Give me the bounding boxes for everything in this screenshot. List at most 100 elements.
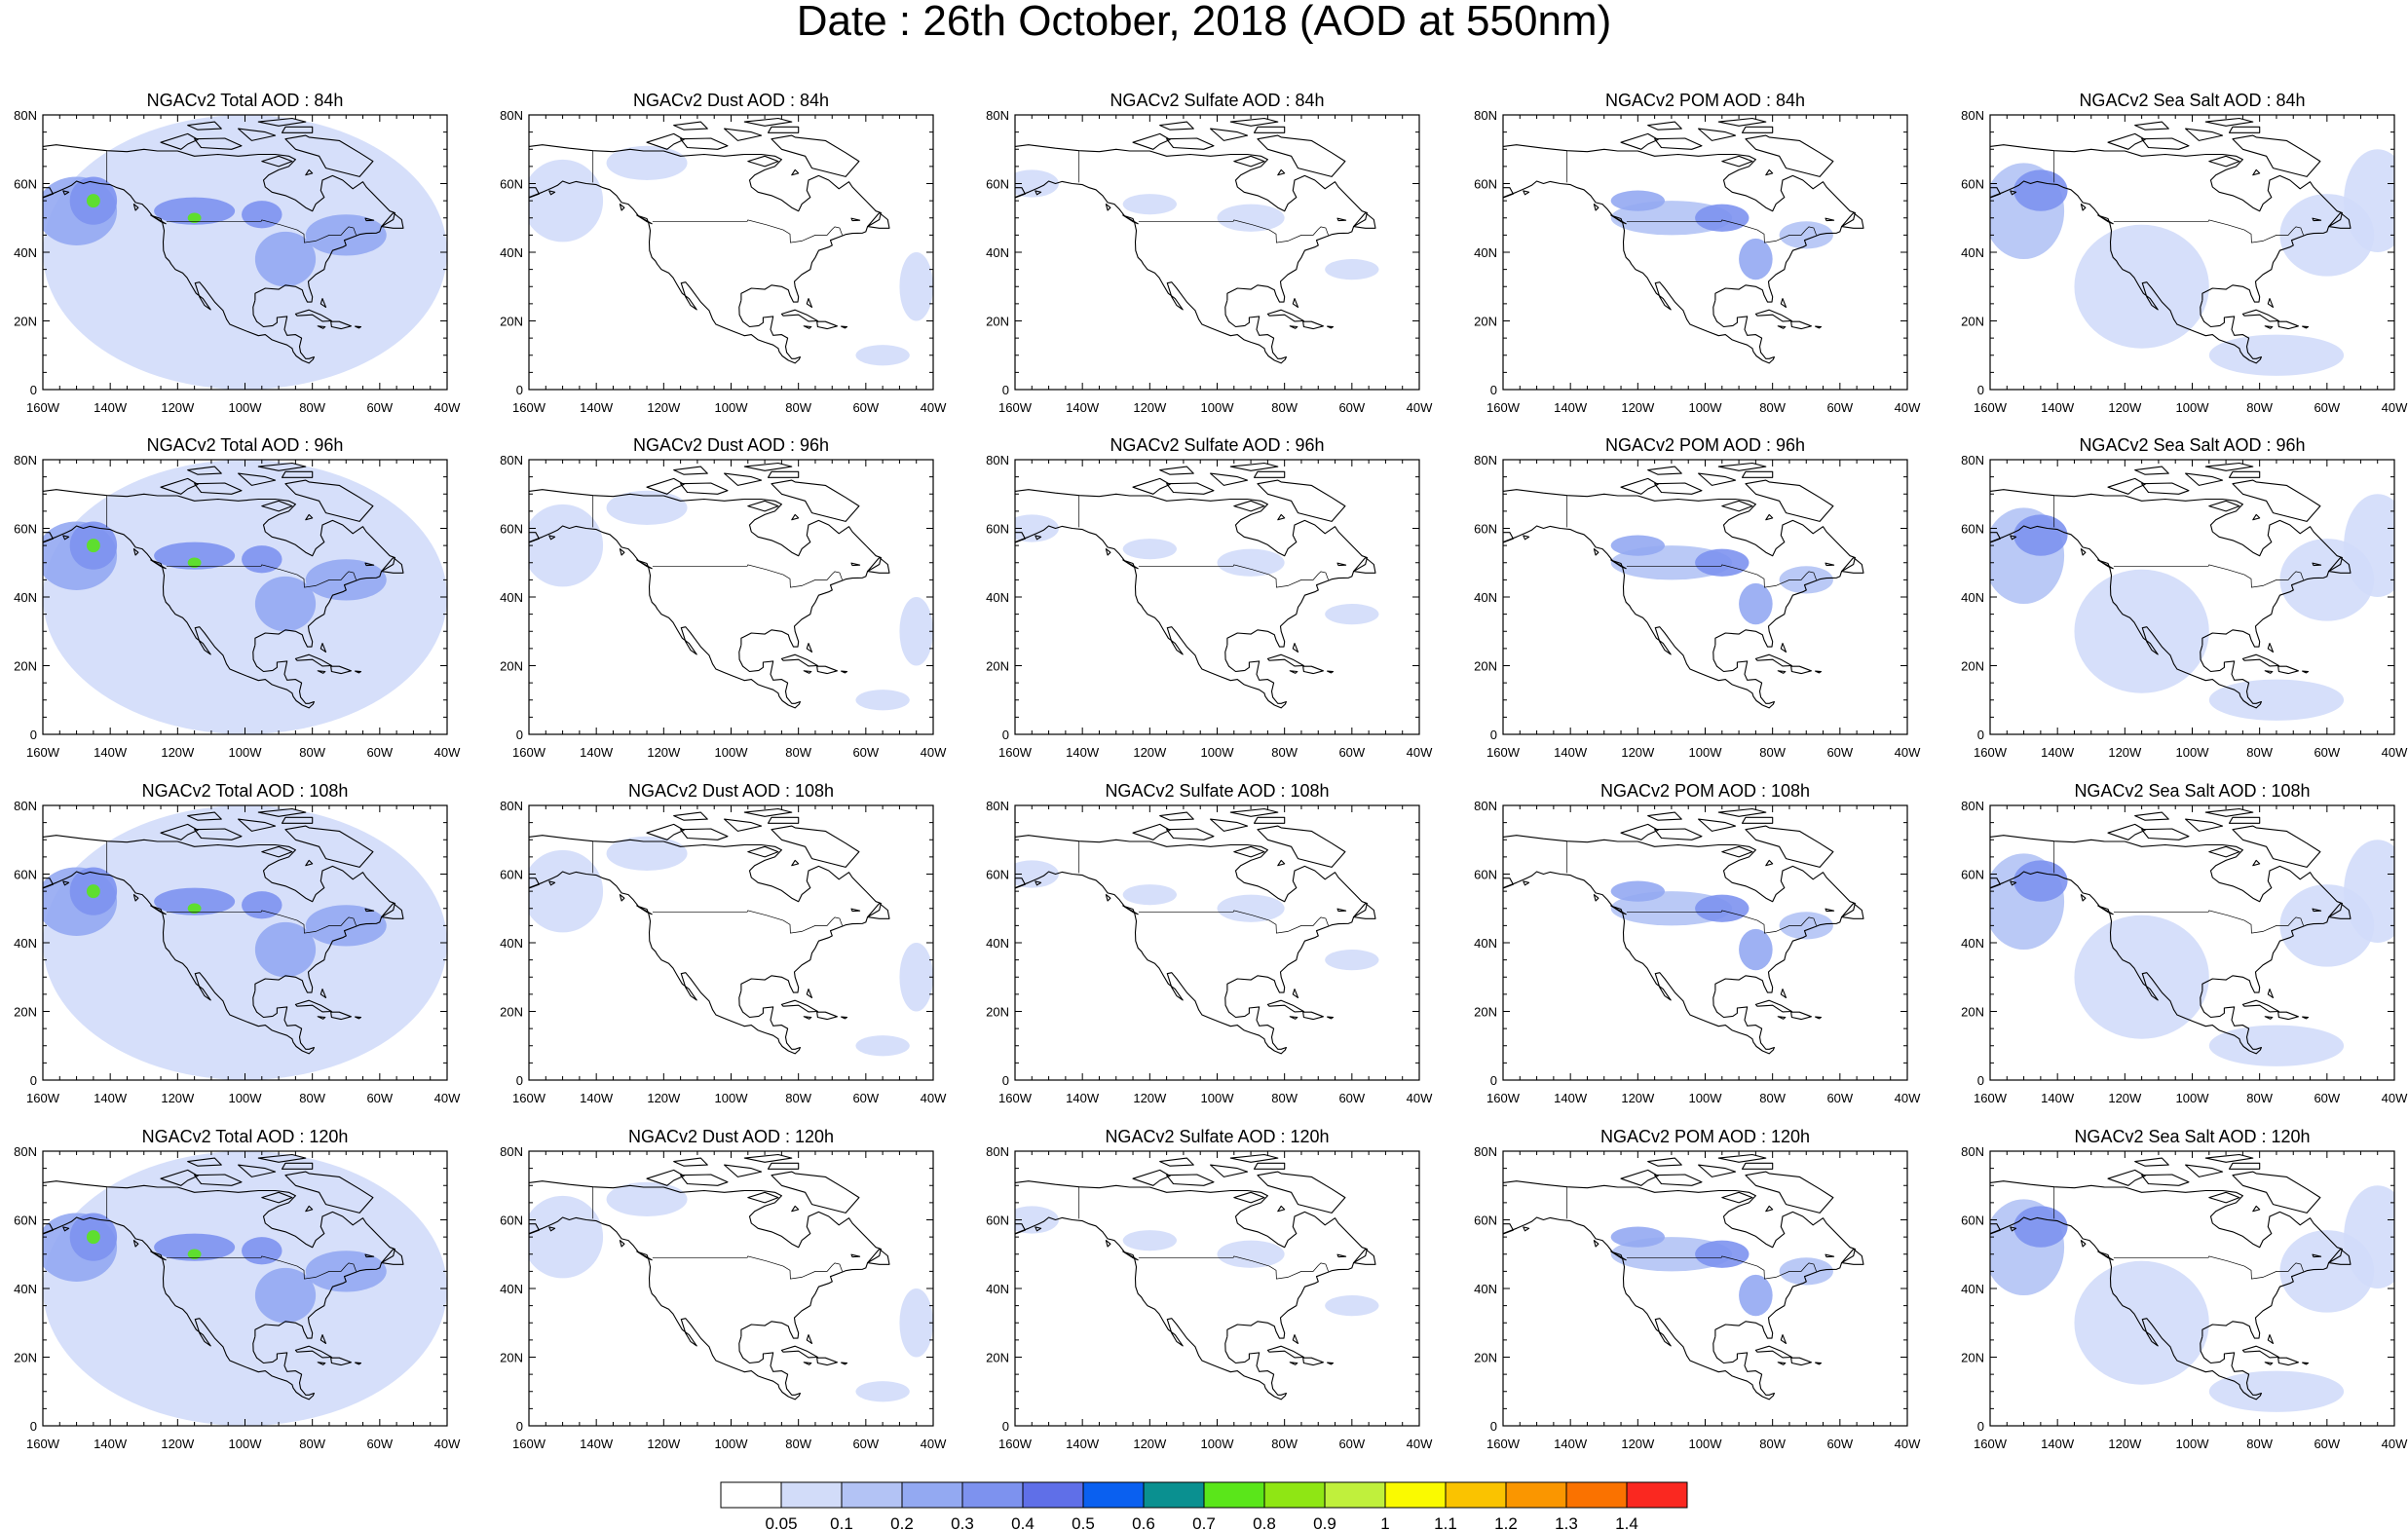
aod-field: [1990, 1151, 2394, 1426]
country-border: [1078, 150, 1329, 243]
lat-tick-label: 80N: [500, 108, 523, 123]
map-plot: 0 20N 40N 60N 80N 160W 140W 120W 100W 80W 60W 40W: [14, 1144, 461, 1451]
lat-tick-label: 20N: [500, 315, 523, 329]
lon-tick-label: 120W: [2108, 1091, 2142, 1105]
aod-field: [529, 805, 933, 1080]
map-plot: 0 20N 40N 60N 80N 160W 140W 120W 100W 80W 60W 40W: [986, 453, 1433, 760]
aod-shading: [1779, 566, 1833, 594]
lat-tick-label: 20N: [1961, 315, 1984, 329]
coastline: [529, 462, 890, 709]
lat-tick-label: 20N: [500, 659, 523, 674]
colorbar-swatch: [720, 1481, 782, 1509]
country-border: [1078, 1186, 1329, 1280]
lon-tick-label: 140W: [94, 1437, 128, 1451]
map-panel: 0 20N 40N 60N 80N 160W 140W 120W 100W 80W 60W 40W NG…: [1947, 432, 2408, 773]
country-border: [106, 150, 357, 243]
lat-tick-label: 0: [1977, 728, 1984, 742]
colorbar-label: 0.2: [890, 1514, 914, 1531]
lon-tick-label: 120W: [1133, 400, 1167, 415]
aod-shading: [2208, 1370, 2345, 1412]
panel-title: NGACv2 Dust AOD : 108h: [627, 781, 835, 801]
panel-title: NGACv2 Sea Salt AOD : 84h: [2079, 91, 2306, 110]
lon-tick-label: 160W: [1974, 1437, 2008, 1451]
map-panel: 0 20N 40N 60N 80N 160W 140W 120W 100W 80W 60W 40W NG…: [1460, 1124, 1947, 1465]
coastline: [1990, 117, 2352, 364]
lat-tick-label: 40N: [14, 590, 37, 605]
colorbar-swatch: [780, 1481, 843, 1509]
aod-shading: [606, 836, 688, 871]
colorbar-swatch: [1565, 1481, 1628, 1509]
lat-tick-label: 80N: [500, 453, 523, 467]
panel-title: NGACv2 Sulfate AOD : 96h: [1110, 435, 1325, 455]
lat-tick-label: 60N: [1474, 177, 1497, 192]
map-panel: 0 20N 40N 60N 80N 160W 140W 120W 100W 80W 60W 40W NG…: [1947, 1124, 2408, 1465]
lat-tick-label: 0: [1002, 1073, 1009, 1088]
lon-tick-label: 80W: [1271, 745, 1298, 760]
lat-tick-label: 0: [30, 1073, 37, 1088]
lon-tick-label: 40W: [1407, 1091, 1433, 1105]
aod-shading: [2344, 149, 2394, 252]
map-panel: 0 20N 40N 60N 80N 160W 140W 120W 100W 80W 60W 40W NG…: [972, 1124, 1459, 1465]
lon-tick-label: 100W: [715, 400, 749, 415]
lon-tick-label: 60W: [2314, 1091, 2340, 1105]
lat-tick-label: 0: [1977, 1073, 1984, 1088]
colorbar-label: 1: [1380, 1514, 1389, 1531]
aod-shading: [1779, 1257, 1833, 1286]
lat-tick-label: 40N: [986, 245, 1009, 260]
map-panel: 0 20N 40N 60N 80N 160W 140W 120W 100W 80W 60W 40W NG…: [0, 432, 487, 773]
lat-tick-label: 40N: [1474, 245, 1497, 260]
lat-tick-label: 0: [1977, 383, 1984, 397]
lat-tick-label: 80N: [986, 799, 1009, 813]
aod-shading: [86, 539, 100, 553]
aod-field: [1990, 115, 2394, 390]
lon-tick-label: 160W: [998, 745, 1033, 760]
lat-tick-label: 0: [1977, 1419, 1984, 1434]
lat-tick-label: 60N: [500, 1214, 523, 1228]
lon-tick-label: 100W: [1201, 1091, 1235, 1105]
lat-tick-label: 80N: [1474, 1144, 1497, 1159]
lat-tick-label: 0: [516, 383, 523, 397]
aod-shading: [2074, 224, 2209, 349]
lon-tick-label: 120W: [161, 745, 195, 760]
colorbar-swatch: [1143, 1481, 1205, 1509]
lon-tick-label: 40W: [1895, 1437, 1921, 1451]
lat-tick-label: 20N: [14, 659, 37, 674]
aod-field: [1990, 805, 2394, 1080]
lat-tick-label: 80N: [14, 1144, 37, 1159]
lon-tick-label: 40W: [921, 1091, 947, 1105]
aod-shading: [855, 1381, 910, 1402]
panel-title: NGACv2 Total AOD : 120h: [141, 1127, 349, 1146]
lon-tick-label: 100W: [1201, 745, 1235, 760]
lon-tick-label: 40W: [434, 1091, 461, 1105]
aod-field: [529, 115, 933, 390]
map-panel: 0 20N 40N 60N 80N 160W 140W 120W 100W 80W 60W 40W NG…: [486, 88, 973, 429]
aod-shading: [1695, 548, 1750, 577]
lon-tick-label: 40W: [1407, 1437, 1433, 1451]
lat-tick-label: 60N: [14, 868, 37, 882]
lon-tick-label: 60W: [852, 400, 879, 415]
aod-shading: [1739, 1274, 1773, 1317]
lon-tick-label: 80W: [1759, 1091, 1786, 1105]
coastline: [1015, 807, 1376, 1055]
map-plot: 0 20N 40N 60N 80N 160W 140W 120W 100W 80W 60W 40W: [14, 799, 461, 1105]
lat-tick-label: 80N: [14, 799, 37, 813]
lat-tick-label: 40N: [1961, 245, 1984, 260]
aod-shading: [1695, 894, 1750, 922]
map-plot: 0 20N 40N 60N 80N 160W 140W 120W 100W 80W 60W 40W: [14, 453, 461, 760]
coastline: [43, 462, 404, 709]
aod-shading: [187, 557, 202, 569]
aod-shading: [1325, 950, 1379, 971]
aod-shading: [1122, 539, 1177, 560]
aod-shading: [254, 921, 317, 978]
aod-shading: [187, 212, 202, 224]
aod-shading: [86, 1230, 100, 1245]
lon-tick-label: 120W: [647, 1437, 681, 1451]
lat-tick-label: 20N: [1474, 659, 1497, 674]
country-border: [1566, 495, 1817, 588]
panel-title: NGACv2 Total AOD : 84h: [146, 91, 344, 110]
lat-tick-label: 20N: [14, 1351, 37, 1365]
map-panel: 0 20N 40N 60N 80N 160W 140W 120W 100W 80W 60W 40W NG…: [486, 1124, 973, 1465]
panel-title: NGACv2 POM AOD : 108h: [1599, 781, 1811, 801]
lon-tick-label: 100W: [1689, 1091, 1723, 1105]
lon-tick-label: 40W: [2382, 400, 2408, 415]
